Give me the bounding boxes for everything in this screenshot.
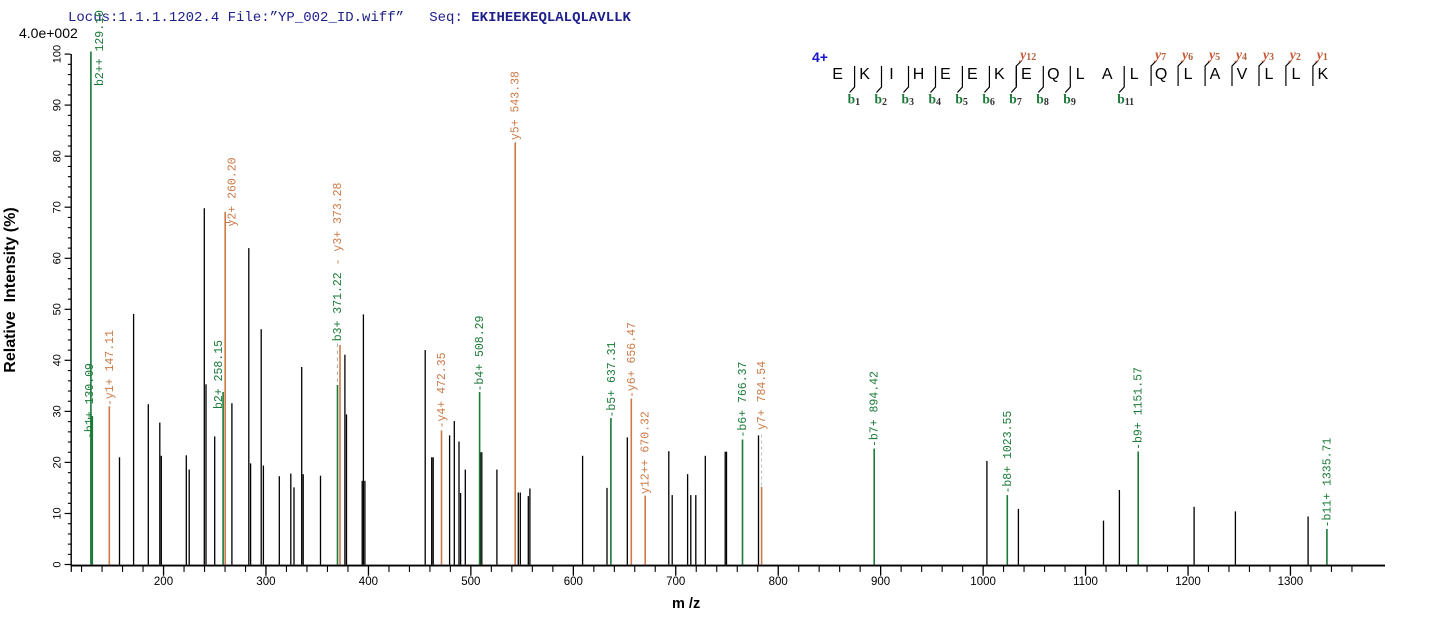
svg-text:90: 90 [52,99,64,111]
svg-text:y3: y3 [1261,47,1274,63]
svg-text:-y6+ 656.47: -y6+ 656.47 [626,322,639,398]
svg-text:-b1+ 130.09: -b1+ 130.09 [84,363,97,439]
svg-text:b3: b3 [902,92,915,109]
svg-text:40: 40 [52,354,64,366]
svg-text:y5: y5 [1207,47,1220,63]
svg-text:80: 80 [52,150,64,162]
svg-text:y7+ 784.54: y7+ 784.54 [756,361,769,430]
svg-text:y12: y12 [1018,47,1036,63]
svg-text:800: 800 [769,576,788,588]
svg-text:400: 400 [359,576,378,588]
svg-text:1300: 1300 [1278,576,1304,588]
svg-text:b8: b8 [1036,92,1049,109]
svg-text:0: 0 [52,561,64,567]
svg-text:y2+ 260.20: y2+ 260.20 [227,157,240,226]
svg-text:300: 300 [256,576,275,588]
svg-text:50: 50 [52,303,64,315]
svg-text:Locus:1.1.1.1202.4 File:”YP_00: Locus:1.1.1.1202.4 File:”YP_002_ID.wiff”… [68,10,631,26]
svg-text:y7: y7 [1153,47,1166,63]
svg-text:-b9+ 1151.57: -b9+ 1151.57 [1133,367,1146,450]
svg-text:1000: 1000 [970,576,996,588]
svg-text:-b7+ 894.42: -b7+ 894.42 [869,371,882,447]
svg-text:100: 100 [52,45,64,63]
svg-text:y4: y4 [1234,47,1247,63]
svg-text:-y4+ 472.35: -y4+ 472.35 [436,352,449,428]
svg-text:4.0e+002: 4.0e+002 [19,25,78,41]
svg-text:b4: b4 [929,92,942,109]
svg-text:b9: b9 [1063,92,1076,109]
svg-text:-y5+ 543.38: -y5+ 543.38 [510,71,523,147]
svg-text:20: 20 [52,456,64,468]
svg-text:600: 600 [564,576,583,588]
svg-text:70: 70 [52,201,64,213]
svg-text:900: 900 [871,576,890,588]
svg-text:b3+ 371.22 - y3+ 373.28: b3+ 371.22 - y3+ 373.28 [332,182,345,341]
svg-text:-b4+ 508.29: -b4+ 508.29 [474,315,487,391]
svg-text:-b5+ 637.31: -b5+ 637.31 [606,341,619,417]
svg-text:b2+ 258.15: b2+ 258.15 [213,340,226,409]
svg-text:b5: b5 [955,92,968,109]
svg-text:200: 200 [154,576,173,588]
svg-text:-b6+ 766.37: -b6+ 766.37 [737,362,750,438]
svg-text:y1: y1 [1315,47,1328,63]
svg-text:-y1+ 147.11: -y1+ 147.11 [104,330,117,406]
svg-text:y2: y2 [1288,47,1301,63]
svg-text:b2: b2 [875,92,888,109]
svg-text:Relative Intensity (%): Relative Intensity (%) [2,207,19,372]
svg-text:y12++ 670.32: y12++ 670.32 [640,411,653,494]
svg-text:b6: b6 [982,92,995,109]
svg-text:60: 60 [52,252,64,264]
svg-text:b7: b7 [1009,92,1022,109]
svg-text:700: 700 [666,576,685,588]
svg-text:b1: b1 [848,92,861,109]
svg-text:1100: 1100 [1073,576,1098,588]
svg-text:-b8+ 1023.55: -b8+ 1023.55 [1002,411,1015,494]
svg-text:30: 30 [52,405,64,417]
svg-text:-b11+ 1335.71: -b11+ 1335.71 [1321,438,1334,528]
svg-text:1200: 1200 [1175,576,1201,588]
svg-text:500: 500 [461,576,480,588]
svg-text:b2++ 129.10: b2++ 129.10 [94,10,107,86]
svg-text:b11: b11 [1117,92,1134,109]
svg-text:y6: y6 [1180,47,1193,63]
svg-text:m /z: m /z [672,596,700,612]
svg-text:10: 10 [52,507,64,519]
